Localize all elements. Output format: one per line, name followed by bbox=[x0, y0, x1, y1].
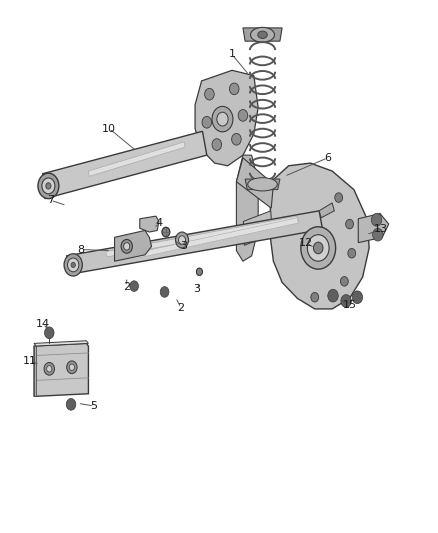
Polygon shape bbox=[319, 203, 334, 217]
Polygon shape bbox=[270, 163, 369, 309]
Ellipse shape bbox=[47, 366, 52, 372]
Ellipse shape bbox=[212, 139, 222, 150]
Polygon shape bbox=[237, 158, 273, 208]
Text: 10: 10 bbox=[102, 124, 117, 134]
Text: 3: 3 bbox=[193, 284, 200, 294]
Ellipse shape bbox=[230, 83, 239, 95]
Ellipse shape bbox=[64, 254, 82, 276]
Text: 14: 14 bbox=[36, 319, 50, 329]
Text: 1: 1 bbox=[229, 50, 236, 59]
Ellipse shape bbox=[311, 293, 319, 302]
Ellipse shape bbox=[371, 214, 382, 226]
Polygon shape bbox=[195, 70, 258, 166]
Ellipse shape bbox=[124, 243, 130, 250]
Ellipse shape bbox=[71, 262, 75, 268]
Ellipse shape bbox=[373, 228, 383, 241]
Ellipse shape bbox=[160, 287, 169, 297]
Ellipse shape bbox=[179, 236, 185, 244]
Ellipse shape bbox=[328, 289, 338, 302]
Ellipse shape bbox=[44, 362, 54, 375]
Text: 11: 11 bbox=[23, 356, 37, 366]
Polygon shape bbox=[132, 217, 298, 259]
Polygon shape bbox=[237, 155, 258, 261]
Polygon shape bbox=[67, 211, 322, 274]
Ellipse shape bbox=[307, 235, 329, 261]
Text: 6: 6 bbox=[324, 153, 331, 163]
Polygon shape bbox=[115, 230, 152, 261]
Text: 7: 7 bbox=[47, 195, 54, 205]
Polygon shape bbox=[88, 142, 185, 176]
Polygon shape bbox=[358, 214, 389, 243]
Polygon shape bbox=[34, 341, 88, 346]
Ellipse shape bbox=[251, 27, 275, 42]
Ellipse shape bbox=[176, 232, 188, 248]
Text: 5: 5 bbox=[91, 401, 98, 411]
Ellipse shape bbox=[238, 110, 248, 121]
Polygon shape bbox=[43, 131, 207, 199]
Ellipse shape bbox=[46, 183, 51, 189]
Ellipse shape bbox=[212, 107, 233, 132]
Text: 15: 15 bbox=[343, 300, 357, 310]
Text: 12: 12 bbox=[299, 238, 313, 248]
Ellipse shape bbox=[232, 133, 241, 145]
Polygon shape bbox=[140, 216, 159, 232]
Ellipse shape bbox=[314, 242, 323, 254]
Ellipse shape bbox=[217, 112, 228, 126]
Text: 4: 4 bbox=[156, 218, 163, 228]
Ellipse shape bbox=[202, 116, 212, 128]
Ellipse shape bbox=[341, 295, 351, 308]
Ellipse shape bbox=[42, 178, 55, 194]
Ellipse shape bbox=[38, 173, 59, 199]
Polygon shape bbox=[245, 179, 280, 190]
Ellipse shape bbox=[67, 361, 77, 374]
Polygon shape bbox=[34, 346, 36, 397]
Ellipse shape bbox=[162, 227, 170, 237]
Ellipse shape bbox=[67, 258, 79, 272]
Ellipse shape bbox=[45, 327, 54, 338]
Ellipse shape bbox=[346, 219, 353, 229]
Ellipse shape bbox=[348, 248, 356, 258]
Text: 13: 13 bbox=[374, 224, 388, 235]
Ellipse shape bbox=[121, 239, 132, 253]
Ellipse shape bbox=[69, 364, 74, 370]
Polygon shape bbox=[34, 343, 88, 397]
Ellipse shape bbox=[352, 291, 363, 304]
Text: 2: 2 bbox=[177, 303, 185, 313]
Ellipse shape bbox=[196, 268, 202, 276]
Ellipse shape bbox=[301, 227, 336, 269]
Ellipse shape bbox=[340, 277, 348, 286]
Ellipse shape bbox=[248, 177, 277, 191]
Text: 3: 3 bbox=[180, 241, 187, 252]
Ellipse shape bbox=[328, 291, 336, 301]
Text: 8: 8 bbox=[78, 245, 85, 255]
Polygon shape bbox=[244, 211, 272, 245]
Ellipse shape bbox=[66, 399, 76, 410]
Text: 2: 2 bbox=[123, 281, 130, 292]
Ellipse shape bbox=[205, 88, 214, 100]
Ellipse shape bbox=[258, 31, 267, 38]
Polygon shape bbox=[243, 28, 282, 41]
Ellipse shape bbox=[335, 193, 343, 203]
Polygon shape bbox=[106, 216, 298, 257]
Ellipse shape bbox=[130, 281, 138, 292]
